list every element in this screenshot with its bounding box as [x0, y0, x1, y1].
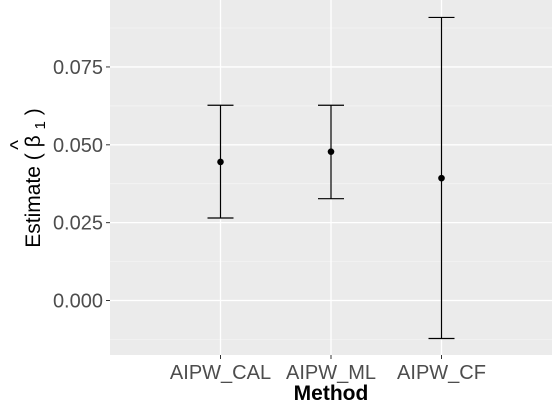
- x-axis: AIPW_CAL AIPW_ML AIPW_CF: [170, 355, 486, 384]
- y-tick-label: 0.025: [53, 213, 103, 235]
- y-axis-title-open-paren: (: [22, 153, 45, 160]
- estimate-point: [217, 158, 224, 166]
- x-axis-title: Method: [294, 382, 369, 405]
- estimate-point: [438, 174, 445, 182]
- x-tick-label: AIPW_CAL: [170, 362, 271, 384]
- y-axis-title-symbol: β: [22, 135, 45, 147]
- y-tick-label: 0.075: [53, 57, 103, 79]
- x-tick-label: AIPW_CF: [397, 362, 486, 384]
- y-axis: 0.000 0.025 0.050 0.075: [53, 57, 110, 313]
- y-tick-label: 0.050: [53, 135, 103, 157]
- y-axis-title-hat: ^: [7, 140, 30, 150]
- y-tick-label: 0.000: [53, 291, 103, 313]
- y-axis-title-text: Estimate: [22, 166, 45, 248]
- y-axis-title-subscript: 1: [32, 121, 49, 129]
- points: [217, 148, 445, 182]
- y-axis-title: Estimate ( β 1 ): [22, 108, 50, 248]
- estimate-point: [327, 148, 335, 155]
- x-tick-label: AIPW_ML: [286, 362, 376, 384]
- y-axis-title-close-paren: ): [22, 108, 45, 115]
